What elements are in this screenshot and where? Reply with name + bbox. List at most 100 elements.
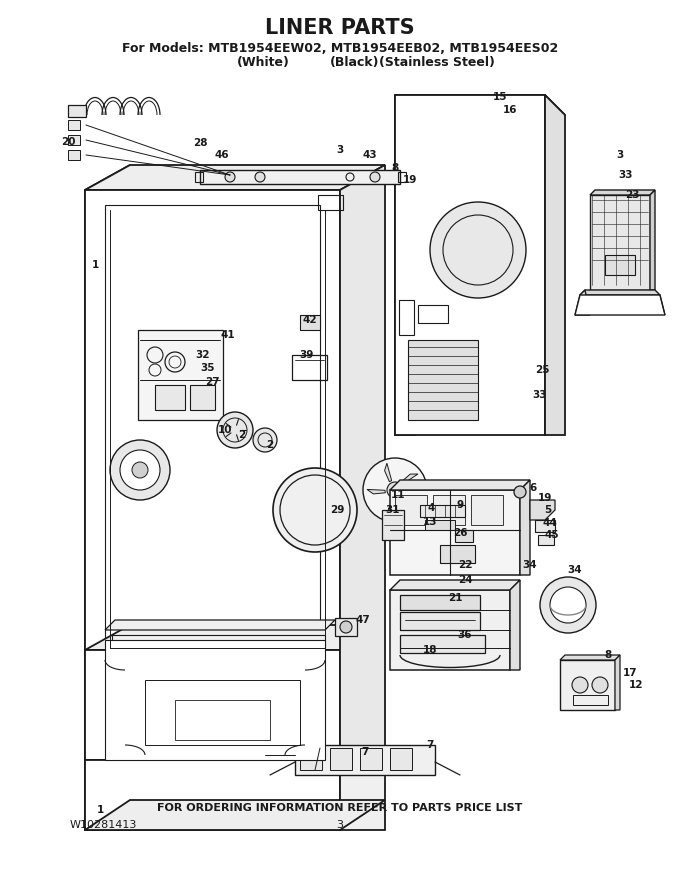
Bar <box>390 590 510 670</box>
Polygon shape <box>85 165 130 760</box>
Bar <box>535 520 555 532</box>
Bar <box>400 595 480 610</box>
Text: 3: 3 <box>616 150 624 160</box>
Polygon shape <box>403 494 418 507</box>
Polygon shape <box>85 650 340 760</box>
Bar <box>382 510 404 540</box>
Text: (Black): (Black) <box>330 55 379 69</box>
Polygon shape <box>340 760 385 830</box>
Bar <box>408 340 478 420</box>
Text: 32: 32 <box>196 350 210 360</box>
Bar <box>455 530 473 542</box>
Bar <box>68 120 80 130</box>
Text: 22: 22 <box>458 560 472 570</box>
Text: 3: 3 <box>337 820 343 830</box>
Bar <box>440 545 475 563</box>
Text: 8: 8 <box>605 650 611 660</box>
Text: 25: 25 <box>534 365 549 375</box>
Text: 39: 39 <box>300 350 314 360</box>
Bar <box>68 150 80 160</box>
Text: 23: 23 <box>625 190 639 200</box>
Circle shape <box>110 440 170 500</box>
Polygon shape <box>105 640 325 760</box>
Polygon shape <box>520 480 530 575</box>
Text: (Stainless Steel): (Stainless Steel) <box>379 55 495 69</box>
Bar <box>335 618 357 636</box>
Text: 1: 1 <box>97 805 103 815</box>
Bar <box>200 170 400 184</box>
Text: 44: 44 <box>543 518 558 528</box>
Bar <box>433 495 465 525</box>
Text: 34: 34 <box>568 565 582 575</box>
Polygon shape <box>395 95 415 435</box>
Bar <box>573 695 608 705</box>
Circle shape <box>550 587 586 623</box>
Circle shape <box>255 172 265 182</box>
Polygon shape <box>395 95 565 115</box>
Text: FOR ORDERING INFORMATION REFER TO PARTS PRICE LIST: FOR ORDERING INFORMATION REFER TO PARTS … <box>157 803 523 813</box>
Text: 11: 11 <box>391 490 405 500</box>
Bar <box>418 305 448 323</box>
Text: 33: 33 <box>619 170 633 180</box>
Bar <box>155 385 185 410</box>
Text: 3: 3 <box>337 145 343 155</box>
Bar <box>138 330 223 420</box>
Bar <box>399 300 414 335</box>
Text: 21: 21 <box>447 593 462 603</box>
Text: 1: 1 <box>91 260 99 270</box>
Circle shape <box>363 458 427 522</box>
Circle shape <box>273 468 357 552</box>
Circle shape <box>120 450 160 490</box>
Bar <box>360 748 382 770</box>
Text: 10: 10 <box>218 425 233 435</box>
Bar <box>330 748 352 770</box>
Text: 6: 6 <box>529 483 537 493</box>
Polygon shape <box>590 190 655 195</box>
Circle shape <box>132 462 148 478</box>
Circle shape <box>592 677 608 693</box>
Text: 17: 17 <box>623 668 637 678</box>
Bar <box>471 495 503 525</box>
Bar <box>190 385 215 410</box>
Polygon shape <box>85 625 385 650</box>
Bar <box>318 195 343 210</box>
Bar <box>605 255 635 275</box>
Polygon shape <box>575 295 665 315</box>
Text: 31: 31 <box>386 505 401 515</box>
Polygon shape <box>85 760 130 830</box>
Text: 42: 42 <box>303 315 318 325</box>
Polygon shape <box>510 580 520 670</box>
Bar <box>538 535 554 545</box>
Bar <box>145 680 300 745</box>
Bar <box>398 172 406 182</box>
Polygon shape <box>385 463 392 481</box>
Bar <box>195 172 203 182</box>
Text: 27: 27 <box>205 377 220 387</box>
Bar <box>400 635 485 653</box>
Text: 13: 13 <box>423 517 437 527</box>
Text: 18: 18 <box>423 645 437 655</box>
Text: 19: 19 <box>538 493 552 503</box>
Polygon shape <box>401 474 418 484</box>
Bar <box>300 748 322 770</box>
Text: 28: 28 <box>192 138 207 148</box>
Polygon shape <box>590 195 650 290</box>
Text: 9: 9 <box>456 500 464 510</box>
Circle shape <box>370 172 380 182</box>
Circle shape <box>514 486 526 498</box>
Polygon shape <box>85 190 340 760</box>
Polygon shape <box>395 95 545 435</box>
Circle shape <box>225 172 235 182</box>
Text: 7: 7 <box>361 747 369 757</box>
Polygon shape <box>85 165 385 190</box>
Polygon shape <box>105 620 335 630</box>
Circle shape <box>430 202 526 298</box>
Polygon shape <box>340 165 385 760</box>
Bar <box>420 505 465 517</box>
Text: 24: 24 <box>458 575 473 585</box>
Polygon shape <box>590 290 655 295</box>
Text: 2: 2 <box>239 430 245 440</box>
Text: 36: 36 <box>458 630 472 640</box>
Bar <box>390 748 412 770</box>
Text: 35: 35 <box>201 363 216 373</box>
